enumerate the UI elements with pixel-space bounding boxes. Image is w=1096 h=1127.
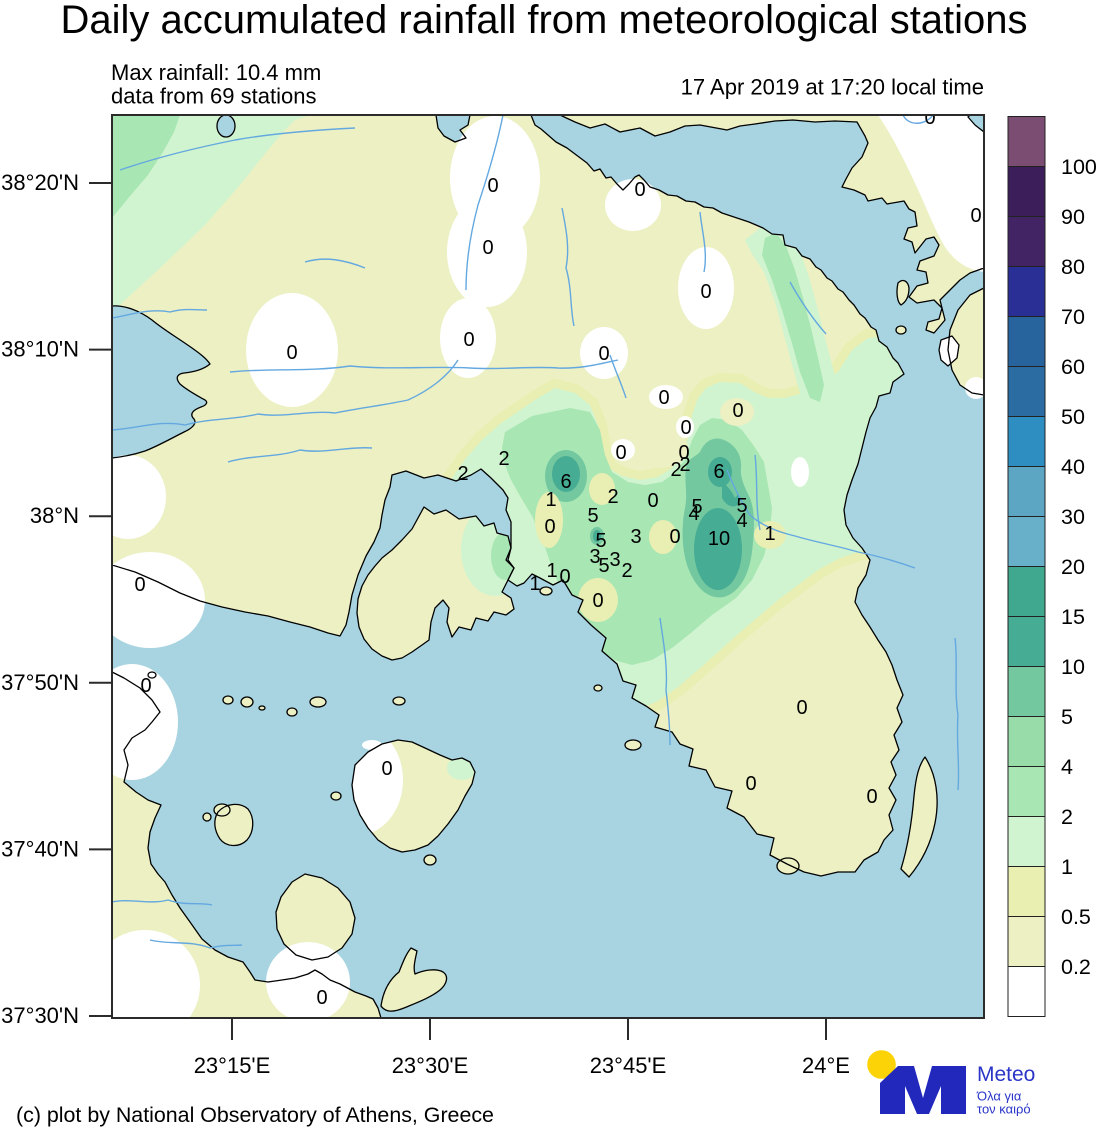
svg-text:Όλα για: Όλα για — [976, 1089, 1022, 1104]
svg-text:30: 30 — [1061, 505, 1085, 529]
svg-text:0: 0 — [592, 590, 603, 612]
svg-text:37°50'N: 37°50'N — [1, 670, 79, 695]
svg-text:0: 0 — [669, 526, 680, 548]
svg-text:0: 0 — [700, 281, 711, 303]
svg-text:100: 100 — [1061, 155, 1096, 179]
svg-text:23°30'E: 23°30'E — [392, 1053, 469, 1078]
svg-text:0: 0 — [544, 516, 555, 538]
svg-text:6: 6 — [713, 461, 724, 483]
svg-text:0: 0 — [970, 205, 981, 227]
svg-text:2: 2 — [498, 448, 509, 470]
svg-text:0: 0 — [732, 400, 743, 422]
svg-text:80: 80 — [1061, 255, 1085, 279]
svg-text:0: 0 — [140, 675, 151, 697]
svg-text:37°40'N: 37°40'N — [1, 836, 79, 861]
svg-text:90: 90 — [1061, 205, 1085, 229]
svg-text:15: 15 — [1061, 605, 1085, 629]
svg-text:2: 2 — [670, 459, 681, 481]
svg-text:20: 20 — [1061, 555, 1085, 579]
svg-text:17 Apr 2019 at 17:20 local tim: 17 Apr 2019 at 17:20 local time — [681, 75, 984, 100]
svg-text:0: 0 — [134, 574, 145, 596]
svg-text:5: 5 — [595, 530, 606, 552]
svg-text:0: 0 — [634, 179, 645, 201]
svg-text:(c) plot by National Observato: (c) plot by National Observatory of Athe… — [16, 1103, 494, 1127]
svg-text:4: 4 — [736, 510, 747, 532]
svg-text:10: 10 — [708, 528, 730, 550]
svg-text:0: 0 — [598, 343, 609, 365]
svg-text:5: 5 — [598, 555, 609, 577]
svg-text:0: 0 — [866, 786, 877, 808]
svg-text:1: 1 — [546, 560, 557, 582]
svg-text:0: 0 — [381, 758, 392, 780]
svg-text:2: 2 — [621, 560, 632, 582]
svg-text:0: 0 — [680, 417, 691, 439]
svg-text:0: 0 — [658, 387, 669, 409]
svg-text:10: 10 — [1061, 655, 1085, 679]
svg-text:3: 3 — [630, 526, 641, 548]
svg-text:2: 2 — [607, 486, 618, 508]
svg-text:6: 6 — [560, 471, 571, 493]
svg-text:1: 1 — [529, 573, 540, 595]
svg-text:0.5: 0.5 — [1061, 905, 1091, 929]
svg-text:3: 3 — [609, 549, 620, 571]
svg-text:23°15'E: 23°15'E — [194, 1053, 271, 1078]
svg-text:1: 1 — [545, 489, 556, 511]
svg-text:τον καιρό: τον καιρό — [977, 1102, 1031, 1117]
svg-text:Max rainfall: 10.4 mm: Max rainfall: 10.4 mm — [111, 60, 321, 85]
svg-text:38°N: 38°N — [30, 503, 79, 528]
svg-text:60: 60 — [1061, 355, 1085, 379]
svg-text:5: 5 — [587, 505, 598, 527]
svg-text:0: 0 — [615, 442, 626, 464]
svg-text:2: 2 — [679, 454, 690, 476]
svg-text:0: 0 — [487, 175, 498, 197]
svg-text:Meteo: Meteo — [977, 1063, 1035, 1086]
svg-text:0: 0 — [924, 107, 935, 129]
svg-text:Daily accumulated rainfall fro: Daily accumulated rainfall from meteorol… — [60, 0, 1027, 42]
svg-text:37°30'N: 37°30'N — [1, 1003, 79, 1028]
svg-text:5: 5 — [736, 495, 747, 517]
svg-text:23°45'E: 23°45'E — [590, 1053, 667, 1078]
svg-text:0: 0 — [286, 342, 297, 364]
svg-text:1: 1 — [1061, 855, 1073, 879]
svg-text:70: 70 — [1061, 305, 1085, 329]
svg-text:50: 50 — [1061, 405, 1085, 429]
svg-text:4: 4 — [1061, 755, 1073, 779]
svg-text:0: 0 — [745, 773, 756, 795]
svg-text:0.2: 0.2 — [1061, 955, 1091, 979]
svg-text:0: 0 — [678, 442, 689, 464]
svg-text:0: 0 — [796, 697, 807, 719]
svg-text:5: 5 — [1061, 705, 1073, 729]
svg-text:2: 2 — [1061, 805, 1073, 829]
svg-text:0: 0 — [482, 237, 493, 259]
svg-text:0: 0 — [463, 329, 474, 351]
svg-text:38°20'N: 38°20'N — [1, 170, 79, 195]
svg-text:1: 1 — [764, 523, 775, 545]
svg-text:5: 5 — [691, 496, 702, 518]
svg-text:40: 40 — [1061, 455, 1085, 479]
svg-text:2: 2 — [457, 463, 468, 485]
svg-text:3: 3 — [589, 546, 600, 568]
svg-text:38°10'N: 38°10'N — [1, 337, 79, 362]
svg-text:0: 0 — [559, 566, 570, 588]
svg-text:4: 4 — [688, 503, 699, 525]
svg-text:data from 69 stations: data from 69 stations — [111, 84, 316, 109]
svg-text:24°E: 24°E — [802, 1053, 850, 1078]
svg-text:0: 0 — [647, 490, 658, 512]
svg-text:0: 0 — [316, 987, 327, 1009]
